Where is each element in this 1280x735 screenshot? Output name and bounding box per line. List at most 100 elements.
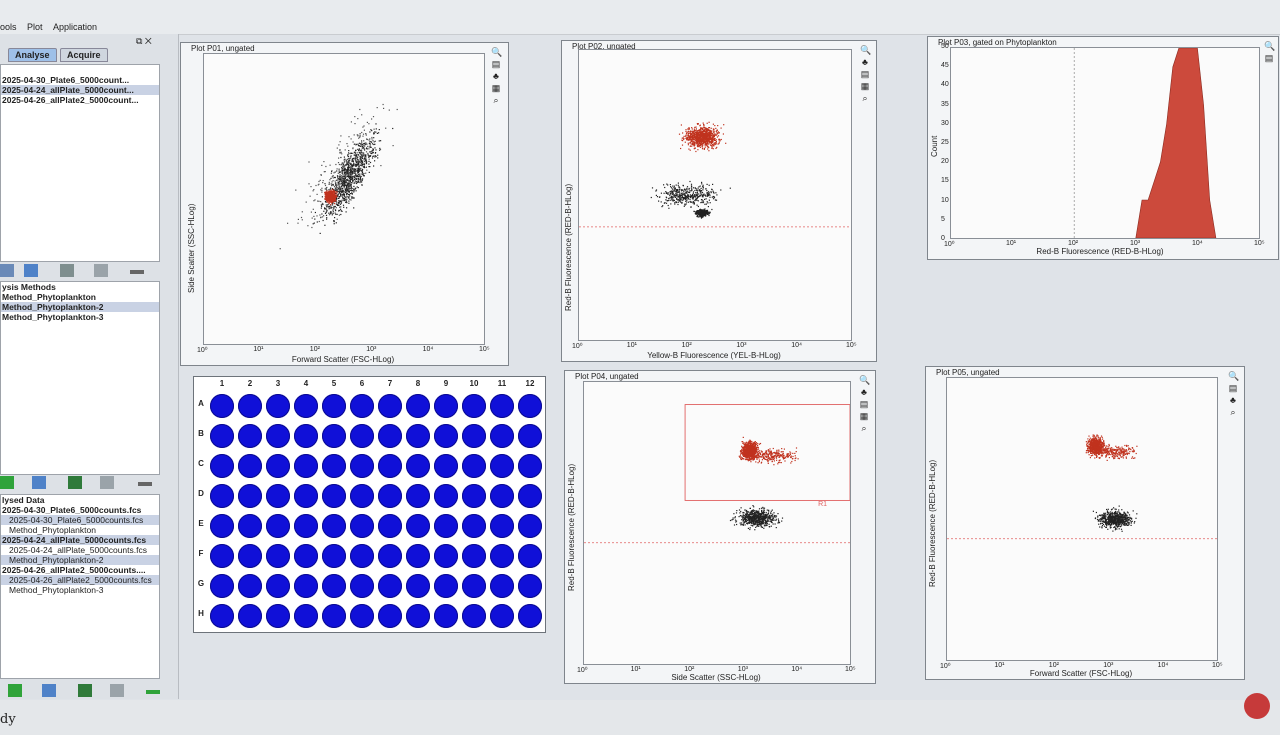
list-item[interactable]: 2025-04-24_allPlate_5000count... [1, 85, 159, 95]
zoom-icon[interactable]: ⌕ [862, 93, 868, 103]
plate-well[interactable] [434, 544, 458, 568]
plate-well[interactable] [518, 514, 542, 538]
plate-well[interactable] [350, 544, 374, 568]
plate-well[interactable] [406, 454, 430, 478]
plate-well[interactable] [294, 484, 318, 508]
gate-icon[interactable]: ♣ [1230, 395, 1236, 405]
tab-acquire[interactable]: Acquire [60, 48, 108, 62]
plate-column-header[interactable]: 5 [331, 379, 337, 388]
remove-icon[interactable] [130, 270, 144, 274]
plate-well[interactable] [462, 514, 486, 538]
list-item[interactable]: 2025-04-26_allPlate2_5000counts.... [2, 565, 146, 575]
plot-area[interactable]: R1 [583, 381, 851, 665]
plate-well[interactable] [210, 514, 234, 538]
plot-area[interactable] [946, 377, 1218, 661]
copy-icon[interactable]: ▤ [859, 399, 869, 409]
export-icon[interactable] [100, 476, 114, 489]
list-item[interactable]: 2025-04-26_allPlate2_5000count... [2, 95, 139, 105]
plate-well[interactable] [322, 604, 346, 628]
plate-well[interactable] [238, 424, 262, 448]
plate-well[interactable] [294, 604, 318, 628]
plate-well[interactable] [490, 514, 514, 538]
plate-well[interactable] [294, 544, 318, 568]
plate-well[interactable] [462, 484, 486, 508]
copy-icon[interactable]: ▤ [1264, 53, 1274, 63]
export-icon[interactable] [94, 264, 108, 277]
plate-well[interactable] [434, 394, 458, 418]
menu-tools[interactable]: ools [0, 22, 17, 32]
plate-well[interactable] [238, 544, 262, 568]
import-icon[interactable] [78, 684, 92, 697]
plate-well[interactable] [378, 604, 402, 628]
plate-well[interactable] [322, 544, 346, 568]
plate-well[interactable] [210, 454, 234, 478]
plate-well[interactable] [434, 484, 458, 508]
list-item[interactable]: 2025-04-30_Plate6_5000count... [2, 75, 130, 85]
plate-well[interactable] [490, 574, 514, 598]
plate-well[interactable] [266, 604, 290, 628]
plate-well[interactable] [462, 394, 486, 418]
plate-well[interactable] [350, 484, 374, 508]
gate-icon[interactable]: ♣ [862, 57, 868, 67]
copy-icon[interactable]: ▤ [1228, 383, 1238, 393]
plate-row-header[interactable]: F [198, 549, 204, 558]
list-item[interactable]: 2025-04-26_allPlate2_5000counts.fcs [1, 575, 159, 585]
plot-area[interactable] [203, 53, 485, 345]
plate-well[interactable] [518, 424, 542, 448]
plate-well[interactable] [350, 394, 374, 418]
gate-icon[interactable]: ♣ [861, 387, 867, 397]
list-item[interactable]: Method_Phytoplankton [2, 292, 96, 302]
open-icon[interactable] [32, 476, 46, 489]
plate-well[interactable] [266, 514, 290, 538]
list-item[interactable]: 2025-04-30_Plate6_5000counts.fcs [1, 515, 159, 525]
list-item[interactable]: Method_Phytoplankton-2 [1, 555, 159, 565]
plate-well[interactable] [378, 424, 402, 448]
plate-well[interactable] [266, 424, 290, 448]
plate-well[interactable] [406, 484, 430, 508]
plot-area[interactable] [950, 47, 1260, 239]
plate-row-header[interactable]: E [198, 519, 204, 528]
plate-well[interactable] [266, 454, 290, 478]
plate-well[interactable] [238, 394, 262, 418]
plate-well[interactable] [210, 604, 234, 628]
list-item[interactable]: Method_Phytoplankton [9, 525, 96, 535]
open-icon[interactable] [24, 264, 38, 277]
plate-column-header[interactable]: 6 [359, 379, 365, 388]
well-plate-grid[interactable]: 1 2 3 4 5 6 7 8 9 10 11 12 A B C D E F G H [193, 376, 546, 633]
export-icon[interactable] [110, 684, 124, 697]
plate-well[interactable] [350, 574, 374, 598]
plate-well[interactable] [322, 394, 346, 418]
plate-column-header[interactable]: 4 [303, 379, 309, 388]
plate-well[interactable] [210, 484, 234, 508]
plate-well[interactable] [266, 394, 290, 418]
plate-well[interactable] [406, 424, 430, 448]
plate-well[interactable] [238, 484, 262, 508]
plate-well[interactable] [462, 454, 486, 478]
menu-plot[interactable]: Plot [27, 22, 43, 32]
list-item[interactable]: 2025-04-30_Plate6_5000counts.fcs [2, 505, 142, 515]
file-list[interactable]: 2025-04-30_Plate6_5000count... 2025-04-2… [0, 64, 160, 262]
plate-well[interactable] [238, 574, 262, 598]
plate-well[interactable] [378, 394, 402, 418]
tab-analyse[interactable]: Analyse [8, 48, 57, 62]
plate-well[interactable] [294, 514, 318, 538]
arrow-icon[interactable] [0, 264, 14, 277]
plate-well[interactable] [322, 514, 346, 538]
plate-well[interactable] [434, 514, 458, 538]
plot-p03[interactable]: Plot P03, gated on Phytoplankton Count R… [927, 36, 1279, 260]
plate-column-header[interactable]: 11 [497, 379, 507, 388]
plate-well[interactable] [518, 604, 542, 628]
plot-p04[interactable]: Plot P04, ungated R1 Red-B Fluorescence … [564, 370, 876, 684]
plate-well[interactable] [238, 454, 262, 478]
remove-icon[interactable] [138, 482, 152, 486]
plot-p05[interactable]: Plot P05, ungated Red-B Fluorescence (RE… [925, 366, 1245, 680]
zoom-icon[interactable]: 🔍 [1228, 371, 1240, 381]
plate-row-header[interactable]: B [198, 429, 204, 438]
list-item[interactable]: Method_Phytoplankton-3 [2, 312, 104, 322]
menu-application[interactable]: Application [53, 22, 98, 32]
plate-column-header[interactable]: 2 [247, 379, 253, 388]
plate-well[interactable] [238, 604, 262, 628]
plate-well[interactable] [406, 604, 430, 628]
save-icon[interactable] [60, 264, 74, 277]
plate-well[interactable] [322, 454, 346, 478]
